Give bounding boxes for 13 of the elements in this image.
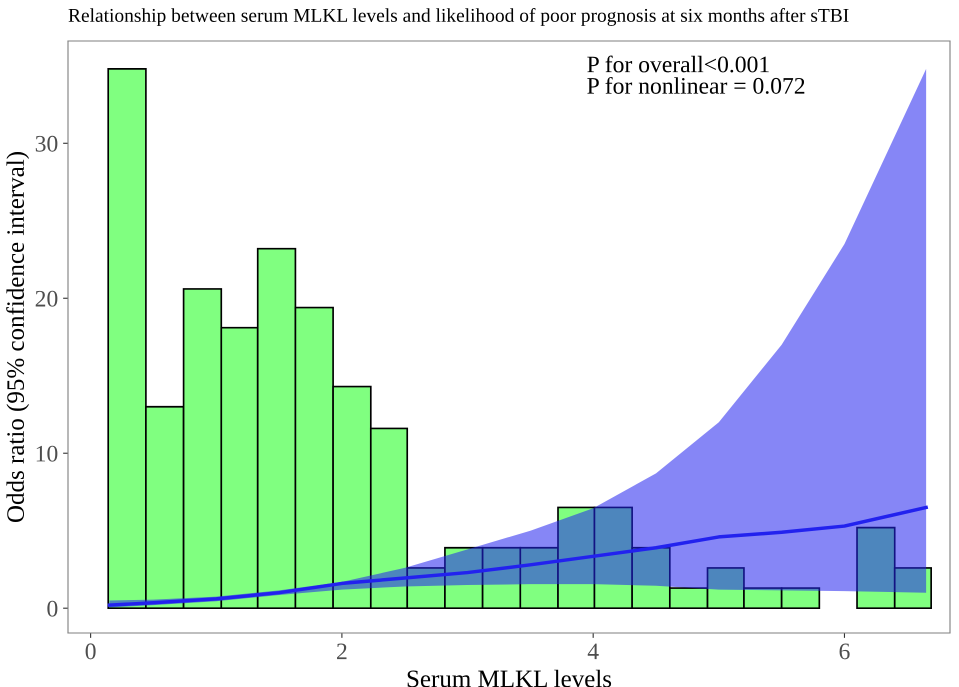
annotation: P for overall<0.001 P for nonlinear = 0.072: [587, 56, 804, 94]
y-tick-label: 0: [47, 600, 58, 617]
y-axis-title: Odds ratio (95% confidence interval): [6, 152, 30, 522]
x-tick-label: 0: [86, 643, 96, 660]
chart-title: Relationship between serum MLKL levels and likelihood of poor prognosis at six months after sTBI: [68, 8, 849, 26]
line-series: [108, 506, 928, 607]
x-tick-label: 4: [588, 644, 599, 660]
x-axis-title: Serum MLKL levels: [408, 670, 612, 687]
y-tick-label: 30: [36, 136, 58, 152]
y-tick-label: 20: [36, 290, 58, 307]
x-tick-label: 6: [840, 643, 850, 660]
x-tick-label: 2: [337, 643, 346, 660]
y-tick-label: 10: [36, 446, 58, 462]
